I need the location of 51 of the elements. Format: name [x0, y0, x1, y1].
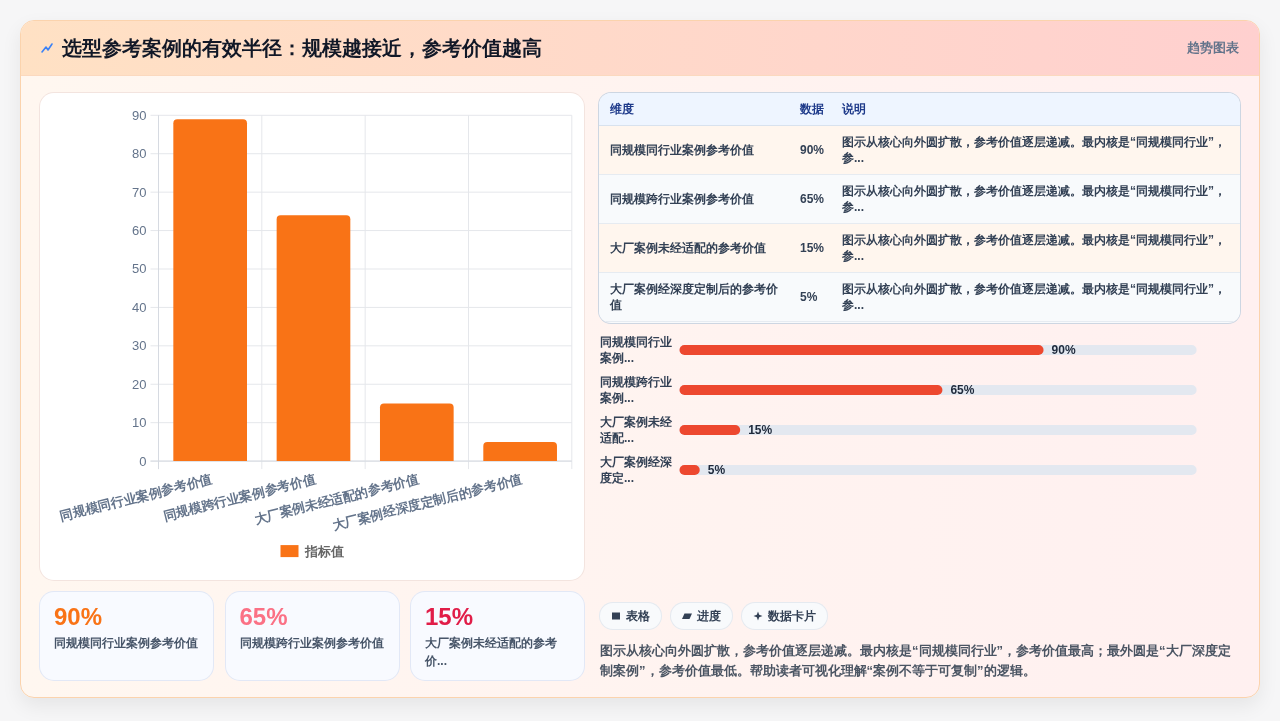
- text: 图示从核心向外圆扩散，参考价值逐层递减。最内核是“同规模同行业”，参...: [842, 134, 1227, 167]
- category-label: 同规模同行业案例参考价值: [610, 142, 755, 159]
- text: 数据: [800, 101, 824, 118]
- y-tick-label: 20: [132, 376, 147, 392]
- y-tick-label: 10: [132, 415, 147, 431]
- text: 维度: [610, 101, 634, 118]
- text: 表格: [626, 607, 650, 625]
- y-tick-label: 90: [132, 107, 147, 123]
- bar: [379, 403, 454, 462]
- category-label: 同规模同行业案例参考价值: [54, 635, 199, 652]
- data-label: 15%: [748, 423, 773, 437]
- text: 图示从核心向外圆扩散，参考价值逐层递减。最内核是“同规模同行业”，参考价值最高；最外圆是“大厂深度定制案例”，参考价值最低。帮助读者可视化理解“案例不等于可复制”的逻辑。: [600, 642, 1232, 680]
- text: 65%: [800, 191, 826, 208]
- data-label: 65%: [239, 603, 288, 630]
- data-label: 90%: [1051, 343, 1076, 357]
- text: 数据卡片: [768, 607, 816, 625]
- text: 15%: [800, 240, 826, 257]
- category-label: 同规模跨行业案例参考价值: [239, 635, 385, 652]
- data-label: 65%: [950, 383, 975, 397]
- y-tick-label: 40: [132, 299, 147, 315]
- category-label: 大厂案例未经适配的参考价值: [610, 240, 767, 257]
- y-tick-label: 60: [132, 223, 147, 239]
- bar: [173, 119, 247, 462]
- y-tick-label: 80: [132, 146, 147, 162]
- y-tick-label: 同规模跨行业案例...: [599, 375, 672, 405]
- y-tick-label: 大厂案例经深度定...: [599, 455, 673, 485]
- y-tick-label: 同规模同行业案例...: [599, 335, 672, 365]
- y-tick-label: 0: [139, 453, 147, 469]
- y-tick-label: 大厂案例未经适配...: [599, 415, 673, 445]
- legend-label: 指标值: [303, 543, 344, 559]
- y-tick-label: 50: [132, 261, 147, 277]
- y-tick-label: 30: [132, 338, 147, 354]
- text: 5%: [800, 289, 819, 306]
- text: 说明: [842, 101, 866, 118]
- bar: [483, 441, 557, 462]
- text: 选型参考案例的有效半径：规模越接近，参考价值越高: [62, 36, 542, 60]
- text: 90%: [800, 142, 826, 159]
- text: 图示从核心向外圆扩散，参考价值逐层递减。最内核是“同规模同行业”，参...: [842, 232, 1227, 265]
- data-label: 90%: [54, 603, 103, 630]
- category-label: 同规模跨行业案例参考价值: [610, 191, 755, 208]
- data-label: 5%: [707, 463, 726, 477]
- y-tick-label: 70: [132, 184, 147, 200]
- category-label: 大厂案例未经适配的参考价...: [425, 635, 558, 670]
- text: 趋势图表: [1187, 40, 1239, 56]
- bar: [679, 425, 741, 435]
- text: 进度: [697, 607, 721, 625]
- data-label: 15%: [425, 603, 474, 630]
- text: 图示从核心向外圆扩散，参考价值逐层递减。最内核是“同规模同行业”，参...: [842, 183, 1227, 216]
- category-label: 大厂案例经深度定制后的参考价值: [610, 281, 779, 314]
- text: 图示从核心向外圆扩散，参考价值逐层递减。最内核是“同规模同行业”，参...: [842, 281, 1227, 314]
- bar: [276, 215, 351, 462]
